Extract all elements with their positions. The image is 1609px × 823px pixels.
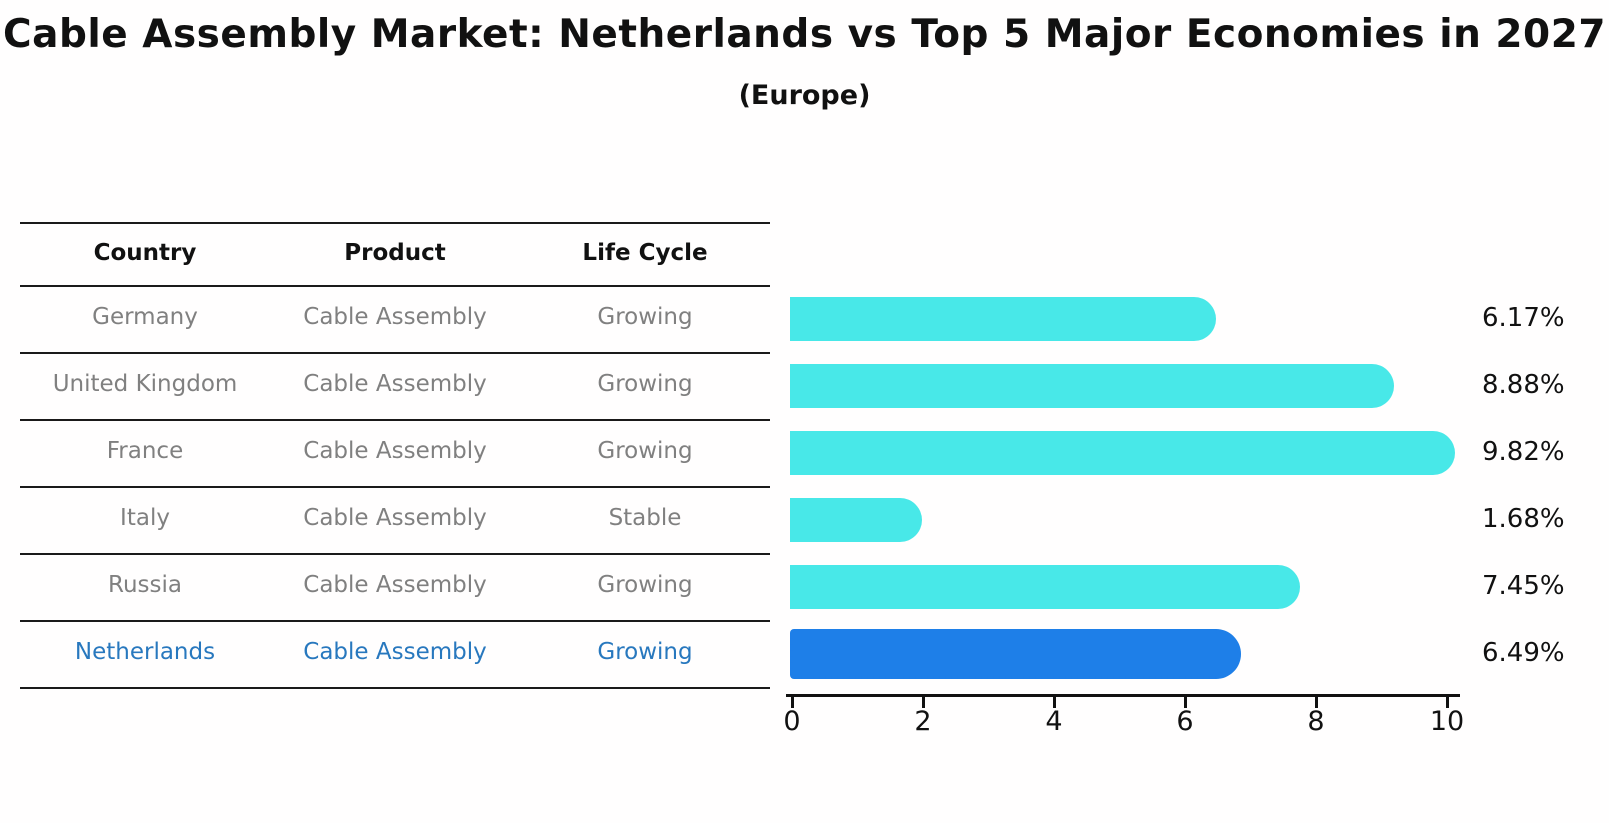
x-axis-tick xyxy=(1315,697,1318,708)
table-cell-country: Italy xyxy=(120,504,170,531)
table-cell-life-cycle: Growing xyxy=(597,638,693,665)
x-axis-tick xyxy=(922,697,925,708)
table-row-rule xyxy=(20,419,770,421)
bar-germany xyxy=(790,296,1217,341)
value-label-united-kingdom: 8.88% xyxy=(1482,369,1565,400)
table-cell-country: United Kingdom xyxy=(52,370,238,397)
x-axis-tick xyxy=(1446,697,1449,708)
table-row-rule xyxy=(20,687,770,689)
header-cell-product: Product xyxy=(344,239,446,266)
x-axis-tick xyxy=(791,697,794,708)
x-axis-tick-label: 0 xyxy=(783,706,801,737)
table-top-rule xyxy=(20,222,770,224)
header-cell-country: Country xyxy=(93,239,197,266)
table-row-rule xyxy=(20,486,770,488)
table-cell-country: Russia xyxy=(108,571,182,598)
table-cell-product: Cable Assembly xyxy=(303,504,487,531)
value-label-germany: 6.17% xyxy=(1482,302,1565,333)
bar-netherlands xyxy=(790,628,1242,679)
bar-italy xyxy=(790,497,923,542)
value-label-italy: 1.68% xyxy=(1482,503,1565,534)
table-cell-life-cycle: Growing xyxy=(597,437,693,464)
header-cell-life-cycle: Life Cycle xyxy=(582,239,708,266)
table-cell-product: Cable Assembly xyxy=(303,303,487,330)
x-axis-tick-label: 6 xyxy=(1176,706,1194,737)
bar-france xyxy=(790,430,1456,475)
x-axis-tick-label: 4 xyxy=(1045,706,1063,737)
table-cell-product: Cable Assembly xyxy=(303,571,487,598)
bar-russia xyxy=(790,564,1300,609)
table-cell-product: Cable Assembly xyxy=(303,638,487,665)
table-cell-product: Cable Assembly xyxy=(303,437,487,464)
chart-subtitle: (Europe) xyxy=(738,80,871,111)
x-axis-line xyxy=(786,694,1460,697)
table-row-rule xyxy=(20,352,770,354)
table-cell-life-cycle: Growing xyxy=(597,303,693,330)
x-axis-tick-label: 2 xyxy=(914,706,932,737)
table-cell-life-cycle: Growing xyxy=(597,571,693,598)
bar-united-kingdom xyxy=(790,363,1394,408)
table-cell-product: Cable Assembly xyxy=(303,370,487,397)
chart-title: Cable Assembly Market: Netherlands vs To… xyxy=(3,12,1606,57)
table-cell-country: France xyxy=(106,437,184,464)
table-cell-country: Germany xyxy=(92,303,198,330)
value-label-russia: 7.45% xyxy=(1482,570,1565,601)
value-label-france: 9.82% xyxy=(1482,436,1565,467)
x-axis-tick xyxy=(1053,697,1056,708)
table-cell-life-cycle: Growing xyxy=(597,370,693,397)
x-axis-tick-label: 10 xyxy=(1429,706,1465,737)
x-axis-tick xyxy=(1184,697,1187,708)
value-label-netherlands: 6.49% xyxy=(1482,637,1565,668)
x-axis-tick-label: 8 xyxy=(1307,706,1325,737)
table-header-rule xyxy=(20,285,770,287)
table-row-rule xyxy=(20,553,770,555)
table-cell-country: Netherlands xyxy=(74,638,216,665)
table-cell-life-cycle: Stable xyxy=(608,504,682,531)
table-row-rule xyxy=(20,620,770,622)
